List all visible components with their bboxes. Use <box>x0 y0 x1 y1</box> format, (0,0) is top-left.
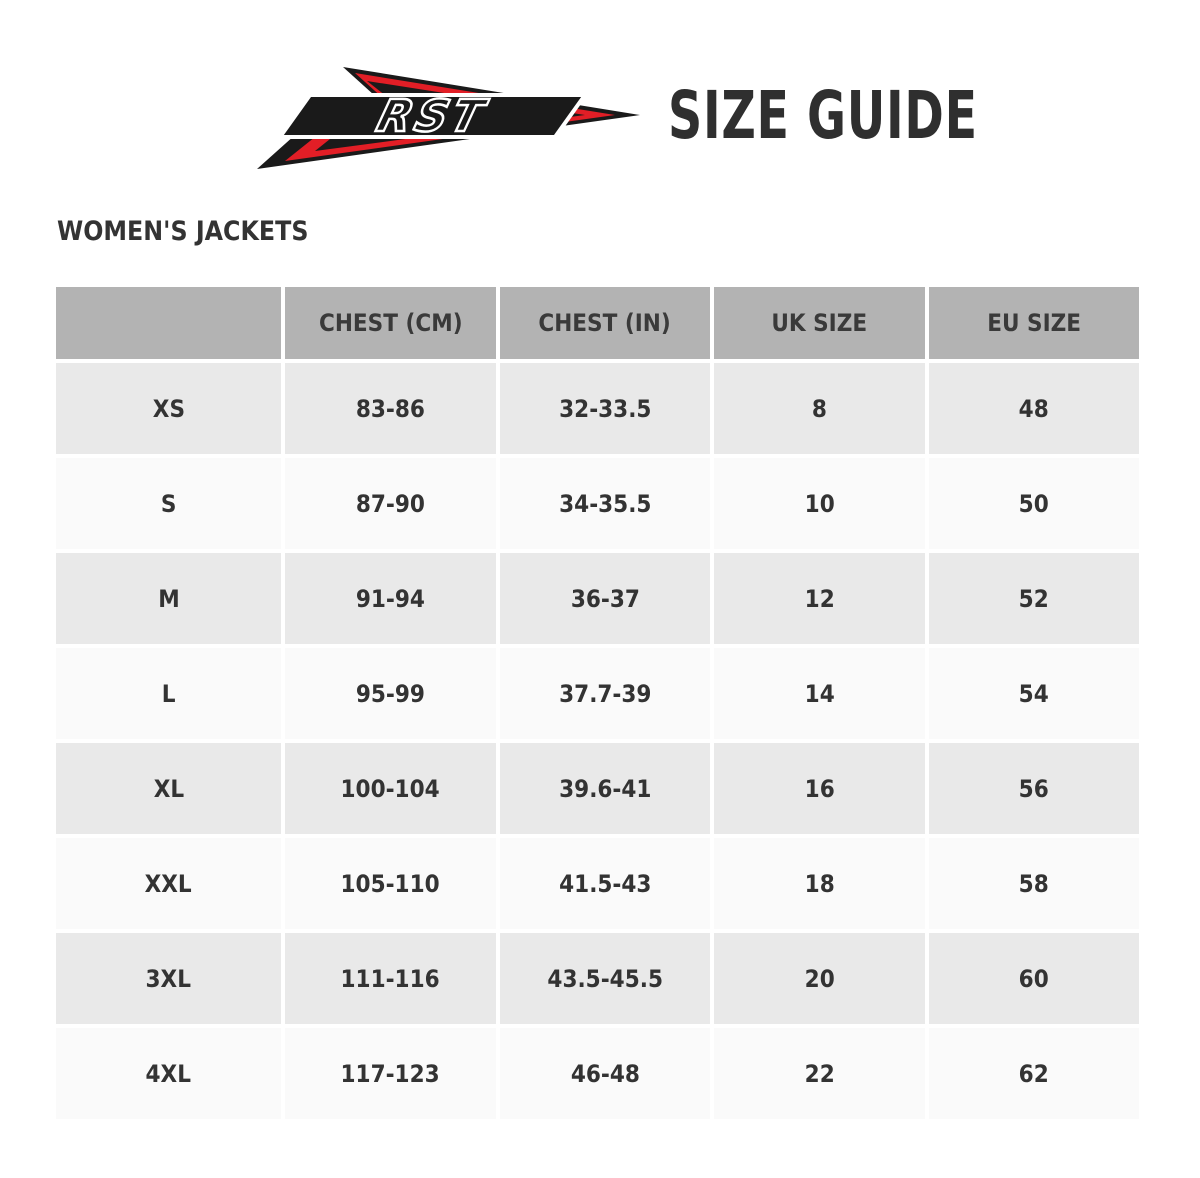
table-cell: 111-116 <box>285 933 496 1024</box>
table-cell: 54 <box>929 648 1139 739</box>
table-cell: 105-110 <box>285 838 496 929</box>
section-title: WOMEN'S JACKETS <box>57 216 309 247</box>
cell-value: 56 <box>1018 774 1050 803</box>
cell-value: 36-37 <box>570 584 640 613</box>
cell-value: 83-86 <box>355 394 426 423</box>
cell-value: 87-90 <box>355 489 426 518</box>
table-cell: 20 <box>714 933 925 1024</box>
table-cell: 91-94 <box>285 553 496 644</box>
table-cell: 12 <box>714 553 925 644</box>
cell-value: 8 <box>811 394 828 423</box>
cell-value: 100-104 <box>340 774 441 803</box>
table-cell: 32-33.5 <box>500 363 710 454</box>
table-cell: 48 <box>929 363 1139 454</box>
row-size-label: M <box>56 553 281 644</box>
table-cell: 50 <box>929 458 1139 549</box>
cell-value: XL <box>153 774 184 803</box>
table-cell: 14 <box>714 648 925 739</box>
column-header: CHEST (IN) <box>500 287 710 359</box>
table-cell: 117-123 <box>285 1028 496 1119</box>
row-size-label: 3XL <box>56 933 281 1024</box>
table-cell: 46-48 <box>500 1028 710 1119</box>
column-header-label: EU SIZE <box>987 309 1081 337</box>
cell-value: 62 <box>1018 1059 1050 1088</box>
table-cell: 41.5-43 <box>500 838 710 929</box>
cell-value: 3XL <box>145 964 192 993</box>
table-cell: 10 <box>714 458 925 549</box>
row-size-label: L <box>56 648 281 739</box>
cell-value: 12 <box>804 584 835 613</box>
cell-value: 32-33.5 <box>558 394 652 423</box>
cell-value: 43.5-45.5 <box>547 964 663 993</box>
cell-value: 60 <box>1018 964 1050 993</box>
cell-value: S <box>160 489 177 518</box>
size-table: CHEST (CM) CHEST (IN) UK SIZE EU SIZE XS 83-8… <box>56 287 1139 1119</box>
row-size-label: XXL <box>56 838 281 929</box>
column-header: UK SIZE <box>714 287 925 359</box>
table-cell: 62 <box>929 1028 1139 1119</box>
cell-value: 41.5-43 <box>558 869 652 898</box>
table-cell: 87-90 <box>285 458 496 549</box>
column-header <box>56 287 281 359</box>
row-size-label: 4XL <box>56 1028 281 1119</box>
cell-value: 91-94 <box>355 584 426 613</box>
cell-value: M <box>157 584 180 613</box>
table-cell: 52 <box>929 553 1139 644</box>
cell-value: 50 <box>1018 489 1050 518</box>
rst-logo: RST <box>257 67 640 169</box>
table-cell: 83-86 <box>285 363 496 454</box>
column-header: CHEST (CM) <box>285 287 496 359</box>
cell-value: 22 <box>804 1059 835 1088</box>
cell-value: 111-116 <box>340 964 441 993</box>
table-cell: 56 <box>929 743 1139 834</box>
table-cell: 18 <box>714 838 925 929</box>
row-size-label: S <box>56 458 281 549</box>
cell-value: 54 <box>1018 679 1050 708</box>
page-title: SIZE GUIDE <box>668 77 978 154</box>
table-cell: 95-99 <box>285 648 496 739</box>
cell-value: 4XL <box>145 1059 192 1088</box>
table-cell: 8 <box>714 363 925 454</box>
svg-text:RST: RST <box>372 90 494 142</box>
table-cell: 60 <box>929 933 1139 1024</box>
cell-value: 39.6-41 <box>558 774 652 803</box>
table-cell: 37.7-39 <box>500 648 710 739</box>
column-header: EU SIZE <box>929 287 1139 359</box>
cell-value: 58 <box>1018 869 1050 898</box>
cell-value: 117-123 <box>340 1059 441 1088</box>
cell-value: 48 <box>1018 394 1050 423</box>
cell-value: 46-48 <box>570 1059 640 1088</box>
cell-value: 37.7-39 <box>558 679 652 708</box>
cell-value: 18 <box>804 869 835 898</box>
table-cell: 36-37 <box>500 553 710 644</box>
cell-value: 14 <box>804 679 835 708</box>
table-cell: 43.5-45.5 <box>500 933 710 1024</box>
cell-value: 10 <box>804 489 835 518</box>
table-cell: 58 <box>929 838 1139 929</box>
cell-value: 95-99 <box>355 679 426 708</box>
row-size-label: XS <box>56 363 281 454</box>
cell-value: 16 <box>804 774 835 803</box>
cell-value: 20 <box>804 964 835 993</box>
cell-value: 34-35.5 <box>558 489 652 518</box>
row-size-label: XL <box>56 743 281 834</box>
column-header-label: UK SIZE <box>771 309 868 337</box>
table-cell: 34-35.5 <box>500 458 710 549</box>
table-cell: 39.6-41 <box>500 743 710 834</box>
cell-value: L <box>161 679 176 708</box>
column-header-label: CHEST (CM) <box>318 309 463 337</box>
table-cell: 16 <box>714 743 925 834</box>
cell-value: 52 <box>1018 584 1050 613</box>
table-cell: 100-104 <box>285 743 496 834</box>
cell-value: 105-110 <box>340 869 441 898</box>
cell-value: XXL <box>144 869 193 898</box>
column-header-label: CHEST (IN) <box>538 309 672 337</box>
cell-value: XS <box>152 394 185 423</box>
table-cell: 22 <box>714 1028 925 1119</box>
